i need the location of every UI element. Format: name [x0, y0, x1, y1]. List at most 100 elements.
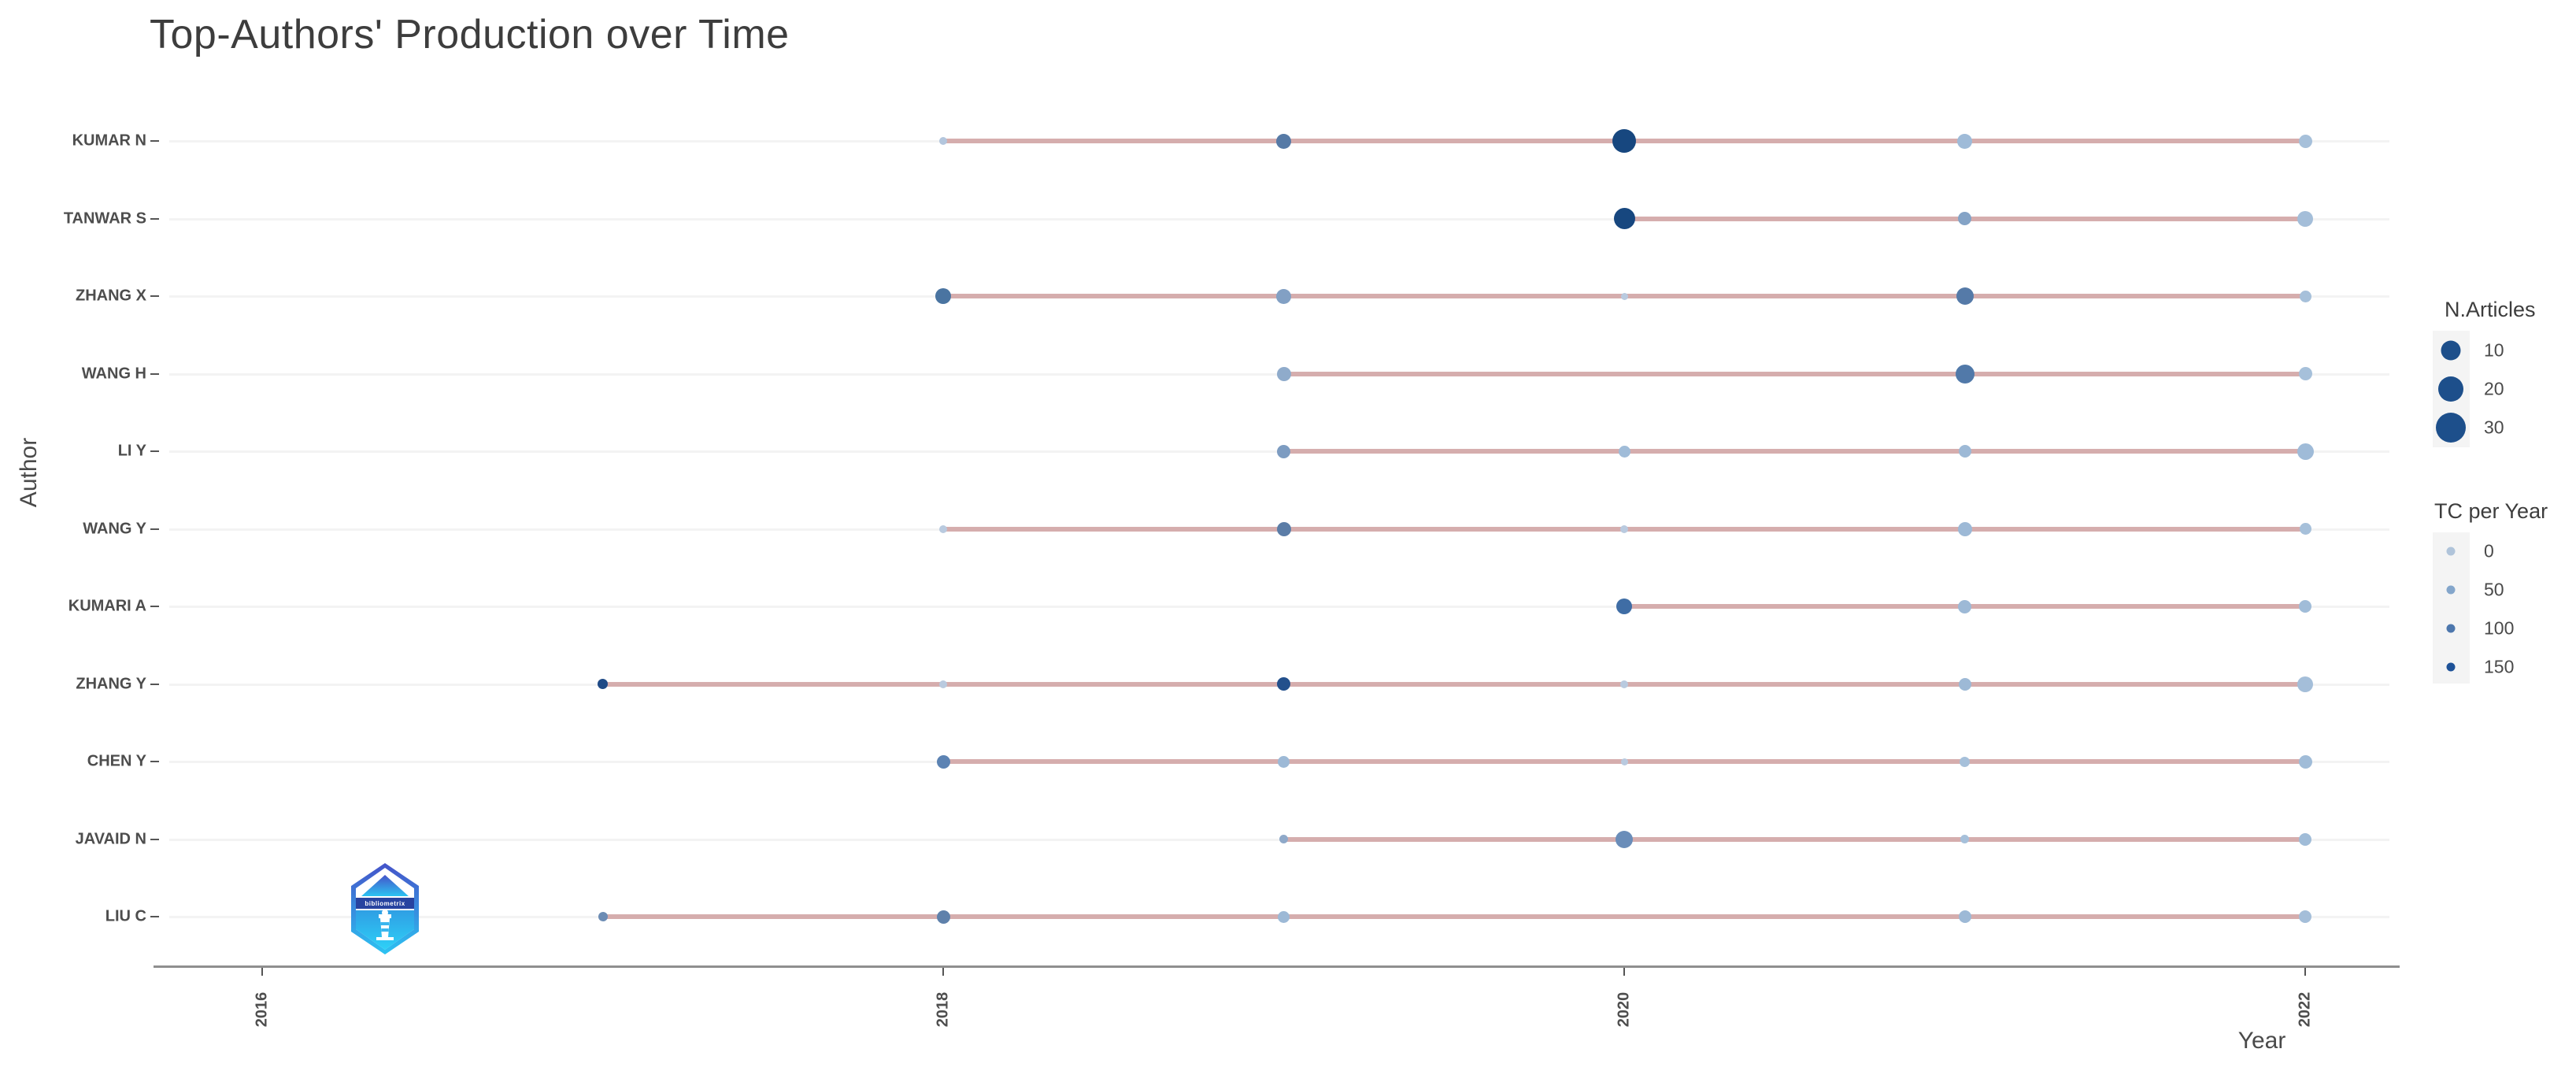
- y-axis-tick: [150, 528, 159, 530]
- author-label: LI Y: [117, 442, 146, 460]
- article-dot: [1277, 444, 1290, 458]
- article-dot: [1960, 835, 1969, 843]
- x-axis-tick: [261, 968, 263, 976]
- x-axis-title: Year: [2237, 1028, 2286, 1054]
- color-legend-dot: [2446, 547, 2456, 556]
- article-dot: [1958, 599, 1971, 613]
- article-dot: [1612, 129, 1636, 153]
- size-legend-bubble: [2441, 340, 2461, 361]
- logo-band-text: bibliometrix: [365, 900, 405, 907]
- x-axis-tick: [942, 968, 944, 976]
- article-dot: [939, 524, 947, 533]
- article-dot: [1957, 133, 1972, 149]
- color-legend-dot: [2446, 585, 2456, 595]
- y-axis-tick: [150, 606, 159, 607]
- color-legend-label: 150: [2484, 656, 2515, 677]
- x-tick-label: 2022: [2296, 991, 2314, 1028]
- article-dot: [939, 137, 947, 145]
- size-legend-title: N.Articles: [2445, 298, 2536, 321]
- article-dot: [1957, 521, 1972, 536]
- article-dot: [1616, 598, 1632, 614]
- color-legend-label: 50: [2484, 579, 2504, 600]
- x-axis-tick: [1623, 968, 1625, 976]
- author-timespan-line: [1283, 371, 2305, 376]
- article-dot: [598, 912, 608, 921]
- row-gridline: [169, 606, 2389, 608]
- author-timespan-line: [602, 681, 2305, 687]
- size-legend-label: 30: [2484, 417, 2504, 438]
- color-legend-key-background: [2433, 532, 2470, 684]
- article-dot: [936, 754, 950, 769]
- author-label: JAVAID N: [75, 830, 146, 847]
- article-dot: [1276, 366, 1291, 381]
- y-axis-tick: [150, 217, 159, 220]
- size-legend-bubble: [2438, 376, 2463, 402]
- color-legend-dot: [2446, 624, 2456, 633]
- size-legend-bubble: [2436, 413, 2466, 443]
- y-axis-tick: [150, 140, 159, 142]
- article-dot: [1618, 445, 1630, 458]
- color-legend-dot: [2446, 662, 2456, 672]
- x-axis-tick: [2304, 968, 2306, 976]
- article-dot: [1620, 758, 1628, 765]
- chart-title: Top-Authors' Production over Time: [150, 12, 790, 57]
- article-dot: [1956, 287, 1974, 305]
- article-dot: [2297, 676, 2313, 692]
- author-label: ZHANG Y: [76, 675, 146, 692]
- article-dot: [935, 288, 951, 304]
- y-axis-tick: [150, 916, 159, 917]
- article-dot: [2299, 290, 2311, 302]
- article-dot: [1613, 208, 1635, 229]
- author-label: KUMARI A: [68, 597, 146, 615]
- y-axis-tick: [150, 683, 159, 685]
- size-legend-label: 10: [2484, 339, 2504, 361]
- color-legend-label: 0: [2484, 540, 2494, 561]
- article-dot: [1276, 521, 1291, 536]
- author-timespan-line: [1283, 836, 2305, 842]
- article-dot: [1960, 756, 1970, 767]
- article-dot: [1955, 364, 1975, 384]
- y-axis-tick: [150, 295, 159, 297]
- article-dot: [2297, 210, 2313, 227]
- article-dot: [2299, 910, 2311, 923]
- y-axis-tick: [150, 450, 159, 452]
- x-tick-label: 2018: [934, 991, 952, 1028]
- article-dot: [1620, 524, 1628, 533]
- article-dot: [2298, 367, 2312, 380]
- author-label: LIU C: [105, 907, 146, 925]
- color-legend-label: 100: [2484, 617, 2515, 639]
- article-dot: [2299, 523, 2311, 535]
- article-dot: [1279, 835, 1288, 843]
- y-axis-tick: [150, 838, 159, 840]
- article-dot: [1616, 830, 1633, 848]
- author-label: CHEN Y: [87, 752, 146, 770]
- article-dot: [1278, 755, 1290, 768]
- author-label: KUMAR N: [72, 132, 146, 150]
- color-legend-title: TC per Year: [2434, 499, 2548, 523]
- article-dot: [1620, 292, 1628, 300]
- article-dot: [2299, 832, 2311, 846]
- article-dot: [1620, 680, 1628, 688]
- y-axis-tick: [150, 372, 159, 375]
- article-dot: [2297, 443, 2314, 460]
- author-label: WANG Y: [83, 520, 146, 537]
- article-dot: [1276, 288, 1291, 304]
- article-dot: [939, 680, 947, 688]
- x-tick-label: 2020: [1615, 991, 1633, 1028]
- x-tick-label: 2016: [253, 991, 271, 1028]
- x-axis-line: [154, 965, 2400, 968]
- article-dot: [1958, 212, 1971, 225]
- article-dot: [1958, 445, 1971, 458]
- author-label: WANG H: [81, 365, 146, 382]
- row-gridline: [169, 217, 2389, 220]
- article-dot: [1278, 910, 1290, 923]
- size-legend-label: 20: [2484, 378, 2504, 399]
- article-dot: [2298, 754, 2312, 769]
- bibliometrix-logo-icon: bibliometrix: [351, 863, 419, 954]
- author-timespan-line: [1283, 449, 2305, 454]
- article-dot: [2299, 600, 2311, 613]
- author-label: ZHANG X: [76, 287, 146, 305]
- article-dot: [1277, 677, 1290, 691]
- y-axis-tick: [150, 761, 159, 762]
